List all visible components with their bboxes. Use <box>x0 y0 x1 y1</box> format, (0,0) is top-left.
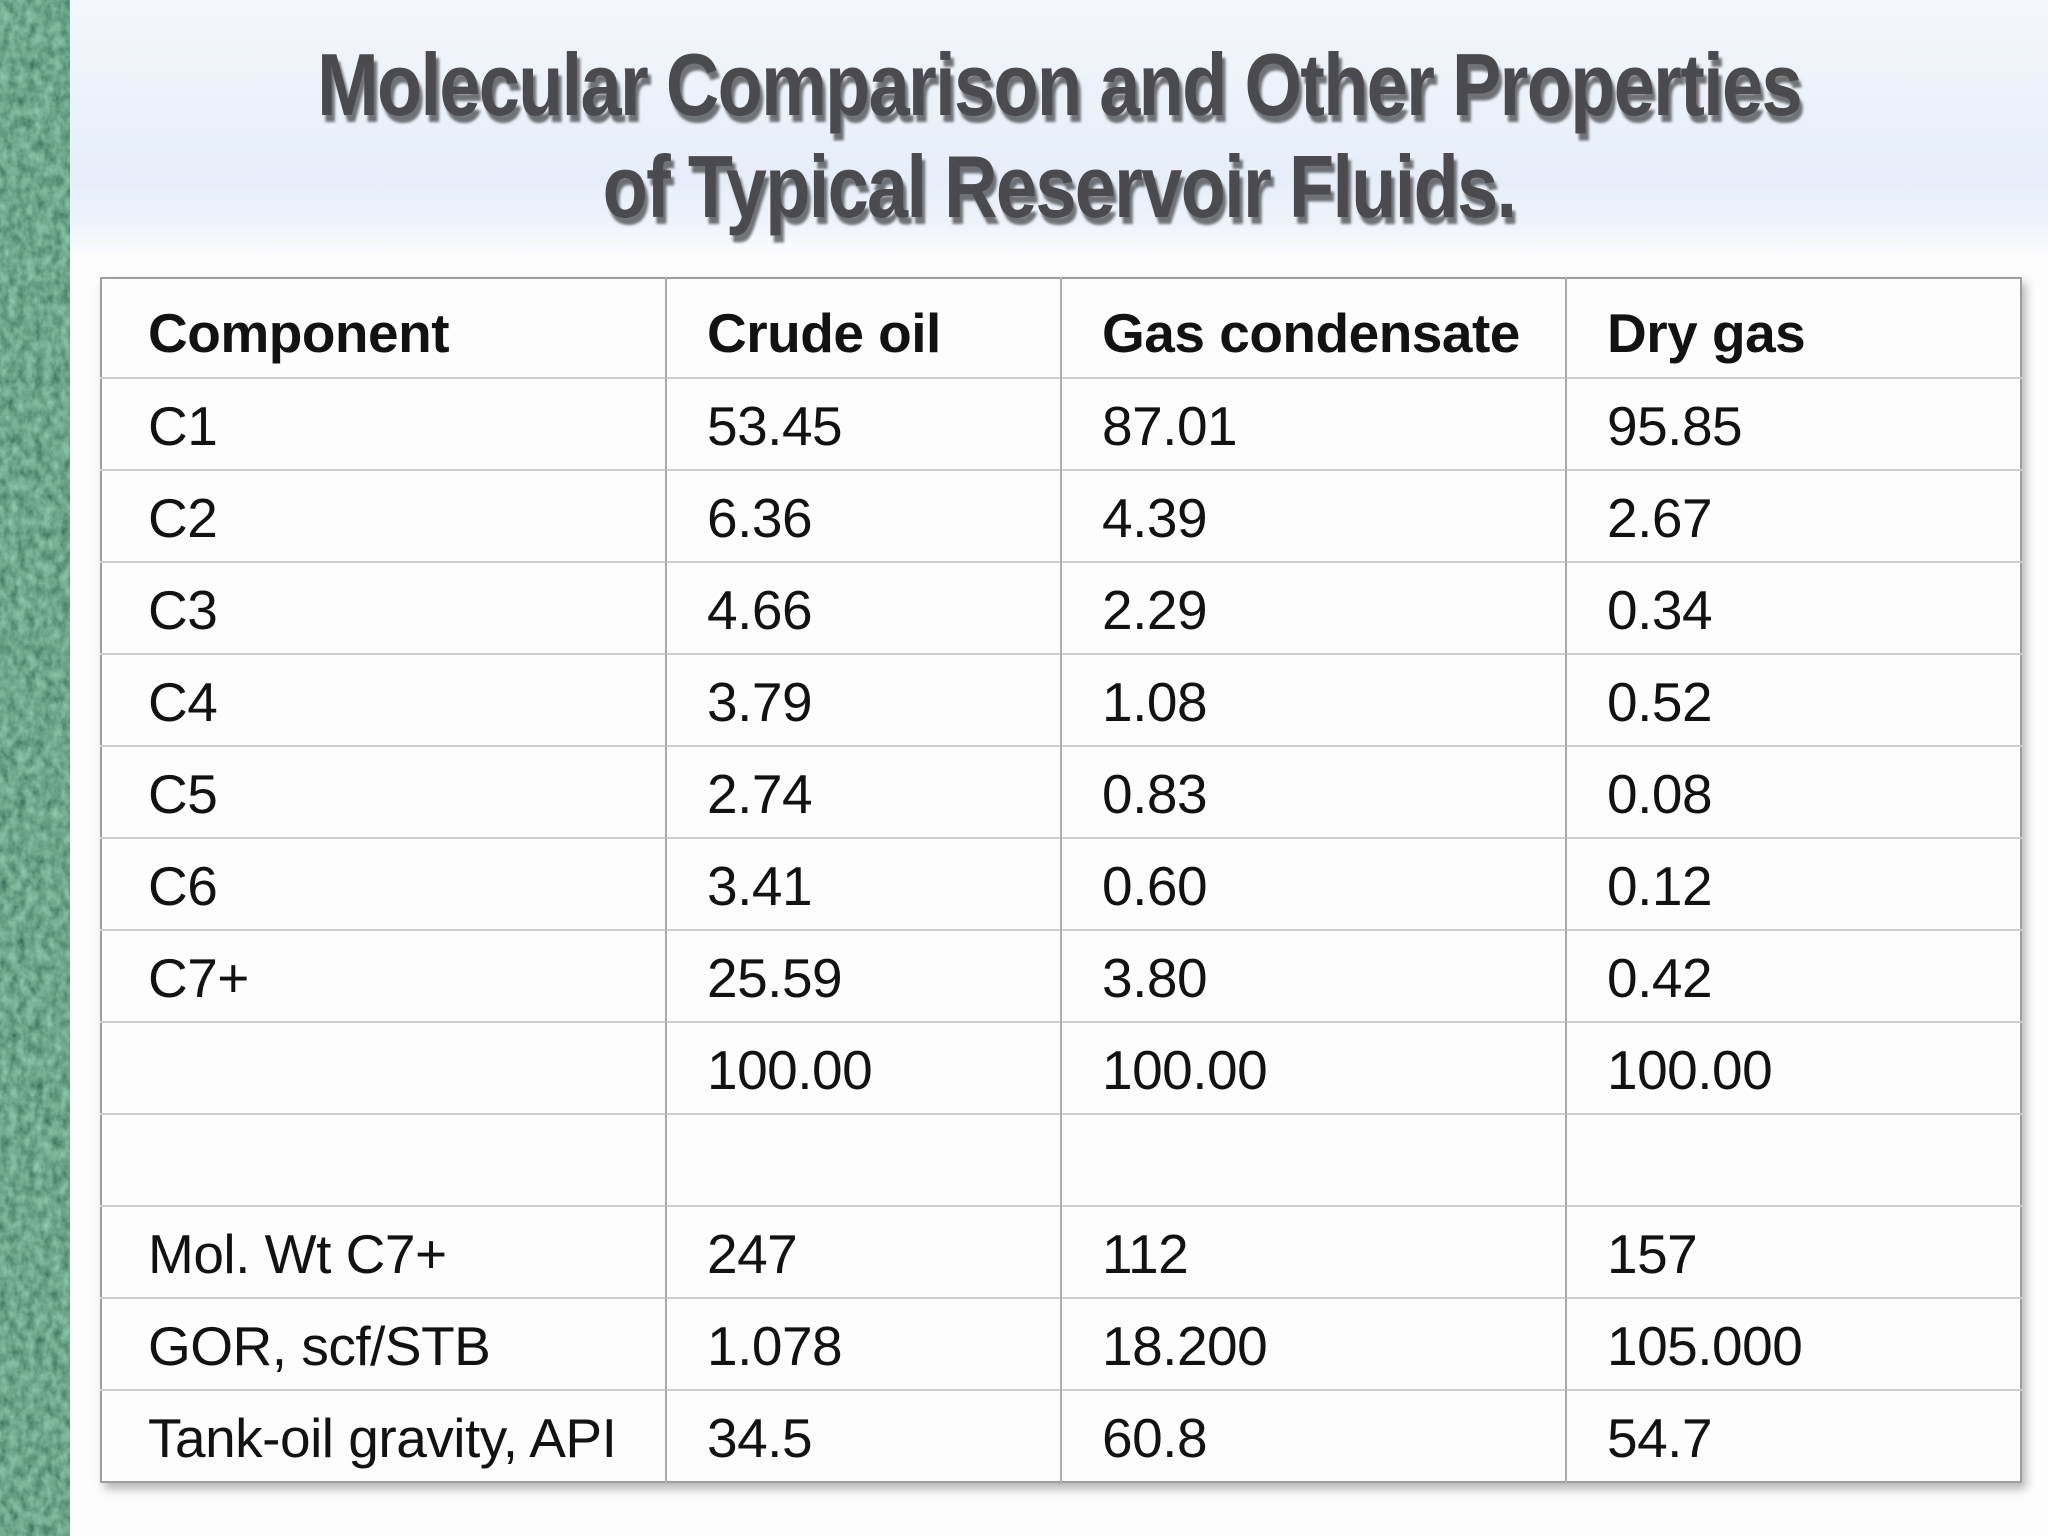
value-cell: 1.078 <box>665 1297 1061 1390</box>
component-cell: C1 <box>101 377 666 470</box>
value-cell: 100.00 <box>1060 1021 1566 1114</box>
component-cell <box>101 1021 666 1114</box>
table-row: C4 3.79 1.08 0.52 <box>101 653 2021 746</box>
page-title-line-1: Molecular Comparison and Other Propertie… <box>317 35 1802 134</box>
page-title-line-2: of Typical Reservoir Fluids. <box>602 137 1517 237</box>
component-cell: C7+ <box>101 929 666 1022</box>
table-row: C7+ 25.59 3.80 0.42 <box>101 929 2021 1022</box>
value-cell: 34.5 <box>665 1389 1061 1482</box>
fluid-table-body: C1 53.45 87.01 95.85 C2 6.36 4.39 2.67 C3 4.66 2.2… <box>101 377 2021 1482</box>
component-cell: C6 <box>101 837 666 930</box>
value-cell: 0.60 <box>1060 837 1566 930</box>
component-cell: GOR, scf/STB <box>101 1297 666 1390</box>
value-cell: 157 <box>1565 1205 2021 1298</box>
component-cell: C5 <box>101 745 666 838</box>
value-cell: 6.36 <box>665 469 1061 562</box>
value-cell: 60.8 <box>1060 1389 1566 1482</box>
table-row: C2 6.36 4.39 2.67 <box>101 469 2021 562</box>
value-cell: 100.00 <box>1565 1021 2021 1114</box>
value-cell: 2.74 <box>665 745 1061 838</box>
table-row: C1 53.45 87.01 95.85 <box>101 377 2021 470</box>
table-row: Mol. Wt C7+ 247 112 157 <box>101 1205 2021 1298</box>
value-cell: 0.42 <box>1565 929 2021 1022</box>
value-cell <box>1060 1113 1566 1206</box>
value-cell <box>1565 1113 2021 1206</box>
title-background-band <box>70 0 2048 252</box>
value-cell: 0.12 <box>1565 837 2021 930</box>
value-cell: 3.41 <box>665 837 1061 930</box>
component-cell: Tank-oil gravity, API <box>101 1389 666 1482</box>
value-cell: 95.85 <box>1565 377 2021 470</box>
left-texture-strip <box>0 0 70 1536</box>
component-cell <box>101 1113 666 1206</box>
column-header: Gas condensate <box>1060 278 1566 378</box>
value-cell: 25.59 <box>665 929 1061 1022</box>
table-header-row: Component Crude oil Gas condensate Dry gas <box>101 278 2021 378</box>
value-cell: 0.52 <box>1565 653 2021 746</box>
value-cell: 247 <box>665 1205 1061 1298</box>
column-header: Component <box>148 302 450 364</box>
value-cell: 2.29 <box>1060 561 1566 654</box>
table-row: C6 3.41 0.60 0.12 <box>101 837 2021 930</box>
component-cell: Mol. Wt C7+ <box>101 1205 666 1298</box>
page-title: Molecular Comparison and Other Propertie… <box>70 34 2048 238</box>
value-cell: 4.66 <box>665 561 1061 654</box>
column-header: Dry gas <box>1565 278 2021 378</box>
value-cell: 87.01 <box>1060 377 1566 470</box>
value-cell: 1.08 <box>1060 653 1566 746</box>
table-row: C3 4.66 2.29 0.34 <box>101 561 2021 654</box>
reservoir-fluids-table: Component Crude oil Gas condensate Dry gas … <box>100 277 2022 1483</box>
value-cell: 3.79 <box>665 653 1061 746</box>
table-row: GOR, scf/STB 1.078 18.200 105.000 <box>101 1297 2021 1390</box>
value-cell: 3.80 <box>1060 929 1566 1022</box>
component-cell: C4 <box>101 653 666 746</box>
value-cell <box>665 1113 1061 1206</box>
column-header: Crude oil <box>665 278 1061 378</box>
table-row: 100.00 100.00 100.00 <box>101 1021 2021 1114</box>
value-cell: 2.67 <box>1565 469 2021 562</box>
value-cell: 4.39 <box>1060 469 1566 562</box>
table-row <box>101 1113 2021 1206</box>
value-cell: 54.7 <box>1565 1389 2021 1482</box>
value-cell: 18.200 <box>1060 1297 1566 1390</box>
value-cell: 0.08 <box>1565 745 2021 838</box>
value-cell: 53.45 <box>665 377 1061 470</box>
value-cell: 112 <box>1060 1205 1566 1298</box>
value-cell: 105.000 <box>1565 1297 2021 1390</box>
table-row: C5 2.74 0.83 0.08 <box>101 745 2021 838</box>
component-cell: C3 <box>101 561 666 654</box>
component-cell: C2 <box>101 469 666 562</box>
value-cell: 0.83 <box>1060 745 1566 838</box>
table-row: Tank-oil gravity, API 34.5 60.8 54.7 <box>101 1389 2021 1482</box>
value-cell: 100.00 <box>665 1021 1061 1114</box>
value-cell: 0.34 <box>1565 561 2021 654</box>
